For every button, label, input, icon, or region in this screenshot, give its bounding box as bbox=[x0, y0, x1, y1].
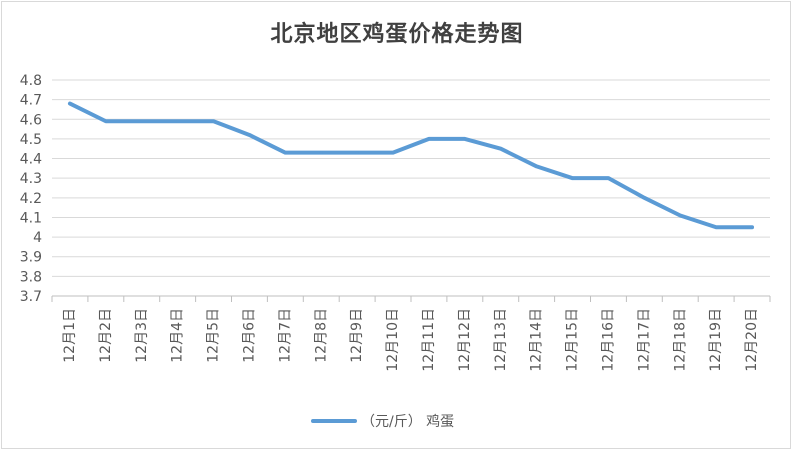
series-lines bbox=[67, 101, 755, 230]
gridlines bbox=[52, 79, 770, 277]
data-point bbox=[212, 119, 216, 123]
y-tick-label: 4 bbox=[33, 230, 42, 246]
data-point bbox=[499, 147, 503, 151]
y-tick-label: 4.8 bbox=[20, 73, 42, 89]
x-tick-label: 12月5日 bbox=[206, 308, 222, 363]
x-tick-label: 12月10日 bbox=[385, 308, 401, 372]
data-point bbox=[247, 133, 251, 137]
x-tick-label: 12月1日 bbox=[62, 308, 78, 363]
data-point bbox=[535, 164, 539, 168]
y-tick-label: 4.1 bbox=[20, 210, 42, 226]
data-point bbox=[176, 119, 180, 123]
data-point bbox=[678, 213, 682, 217]
legend-label: （元/斤） 鸡蛋 bbox=[361, 413, 454, 430]
data-point bbox=[642, 196, 646, 200]
y-tick-label: 4.4 bbox=[20, 152, 42, 168]
y-tick-label: 4.2 bbox=[20, 191, 42, 207]
chart-title: 北京地区鸡蛋价格走势图 bbox=[270, 22, 524, 47]
legend: （元/斤） 鸡蛋 bbox=[311, 413, 454, 430]
x-tick-label: 12月17日 bbox=[636, 308, 652, 372]
x-tick-label: 12月4日 bbox=[170, 308, 186, 363]
y-tick-label: 4.6 bbox=[20, 112, 42, 128]
series-line bbox=[67, 101, 755, 230]
x-tick-label: 12月20日 bbox=[744, 308, 760, 372]
y-tick-label: 4.7 bbox=[20, 93, 42, 109]
y-tick-label: 4.3 bbox=[20, 171, 42, 187]
x-tick-label: 12月14日 bbox=[529, 308, 545, 372]
x-tick-label: 12月7日 bbox=[277, 308, 293, 363]
data-point bbox=[140, 119, 144, 123]
data-point bbox=[319, 151, 323, 155]
x-tick-label: 12月19日 bbox=[708, 308, 724, 372]
x-tick-label: 12月9日 bbox=[349, 308, 365, 363]
data-point bbox=[427, 137, 431, 141]
data-point bbox=[463, 137, 467, 141]
y-axis: 3.7 3.8 3.9 4 4.1 4.2 4.3 4.4 4.5 4.6 4.7 4.8 bbox=[20, 73, 42, 305]
y-tick-label: 3.9 bbox=[20, 250, 42, 266]
data-point bbox=[391, 151, 395, 155]
data-point bbox=[355, 151, 359, 155]
x-tick-label: 12月13日 bbox=[493, 308, 509, 372]
x-tick-label: 12月6日 bbox=[241, 308, 257, 363]
x-tick-labels: 12月1日 12月2日 12月3日 12月4日 12月5日 12月6日 12月7日 12月8日… bbox=[62, 308, 760, 372]
x-tick-label: 12月18日 bbox=[672, 308, 688, 372]
data-point bbox=[68, 102, 72, 106]
y-tick-label: 3.8 bbox=[20, 269, 42, 285]
data-point bbox=[571, 176, 575, 180]
x-tick-label: 12月2日 bbox=[98, 308, 114, 363]
data-point bbox=[750, 225, 754, 229]
x-axis bbox=[51, 295, 771, 302]
data-point bbox=[104, 119, 108, 123]
data-point bbox=[283, 151, 287, 155]
x-tick-label: 12月15日 bbox=[565, 308, 581, 372]
x-tick-label: 12月16日 bbox=[600, 308, 616, 372]
x-tick-label: 12月11日 bbox=[421, 308, 437, 372]
y-tick-label: 3.7 bbox=[20, 289, 42, 305]
x-tick-label: 12月3日 bbox=[134, 308, 150, 363]
data-point bbox=[606, 176, 610, 180]
data-point bbox=[714, 225, 718, 229]
x-tick-label: 12月12日 bbox=[457, 308, 473, 372]
x-tick-label: 12月8日 bbox=[313, 308, 329, 363]
y-tick-label: 4.5 bbox=[20, 132, 42, 148]
